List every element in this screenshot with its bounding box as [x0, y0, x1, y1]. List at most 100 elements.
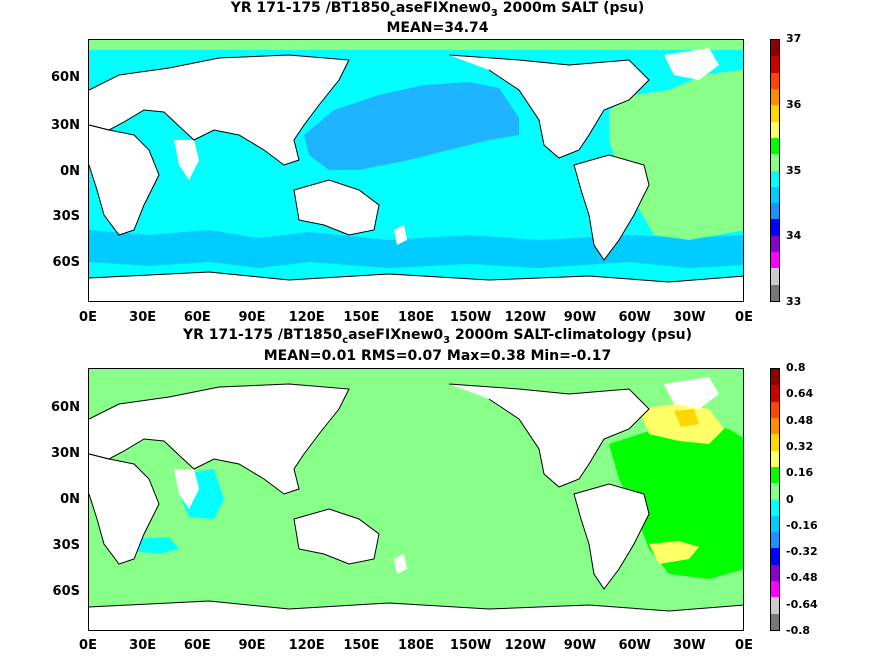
panel1-lat-30n: 30N [51, 118, 80, 133]
panel1-colorbar-swatch [771, 137, 779, 155]
panel2-colorbar-label: -0.64 [786, 597, 818, 611]
panel1-colorbar-swatch [771, 88, 779, 106]
p2-land-australia [294, 509, 379, 564]
panel2-lat-60s: 60S [52, 584, 80, 599]
p2-coastlines [89, 383, 743, 612]
panel1-colorbar-swatch [771, 40, 779, 57]
panel1-colorbar-swatch [771, 154, 779, 171]
panel2-lon-label: 150E [343, 638, 380, 653]
panel2-colorbar-label: -0.48 [786, 571, 818, 585]
panel1-lon-label: 180E [397, 310, 435, 325]
panel2-map-svg [89, 369, 743, 630]
panel1-colorbar-swatch [771, 219, 779, 236]
panel2-colorbar-label: -0.8 [786, 624, 811, 637]
panel1-map-svg [89, 40, 743, 301]
p2-land-nz [394, 554, 407, 574]
panel2-map [88, 368, 744, 631]
panel2-colorbar-label: 0 [786, 492, 794, 506]
panel1-lon-label: 120E [288, 310, 325, 325]
panel2-lon-label: 0E [79, 638, 97, 653]
p1-pacific-pool [304, 82, 519, 170]
panel2-colorbar-label: 0.16 [786, 466, 814, 480]
panel2-colorbar-swatch [771, 515, 779, 533]
p2-land-greenland [664, 377, 719, 409]
panel2-lat-30n: 30N [51, 446, 80, 461]
panel2-lon-label: 60E [183, 638, 211, 653]
panel1-title-line2: MEAN=34.74 [386, 20, 489, 36]
panel2-colorbar-swatch [771, 597, 779, 614]
panel1-lon-label: 90E [238, 310, 266, 325]
panel1-lon-label: 30E [129, 310, 157, 325]
p2-atlantic-gold [674, 409, 699, 427]
p1-land-india [174, 140, 199, 180]
panel2-lon-label: 30E [129, 638, 157, 653]
panel1-colorbar-label: 35 [786, 163, 802, 177]
panel2-lon-label: 150W [449, 638, 492, 653]
panel1-colorbar-swatch [771, 170, 779, 187]
panel2-colorbar-swatch [771, 613, 779, 630]
panel1-lon-label: 60W [618, 310, 651, 325]
p1-land-antarctica [89, 272, 743, 301]
panel2-colorbar-label: 0.8 [786, 361, 806, 374]
panel2-lon-label: 0E [735, 638, 753, 653]
panel2-colorbar-swatch [771, 434, 779, 451]
panel1-lon-label: 30W [673, 310, 706, 325]
panel2-colorbar-swatch [771, 369, 779, 386]
p1-land-nz [394, 225, 407, 245]
panel1-colorbar-swatch [771, 252, 779, 269]
panel1-lat-0n: 0N [60, 164, 80, 179]
panel2-colorbar-swatch [771, 401, 779, 418]
panel2-lon-label: 60W [618, 638, 651, 653]
panel2-lon-label: 90W [563, 638, 597, 653]
panel1-colorbar [770, 39, 780, 302]
panel2-lon-label: 30W [673, 638, 706, 653]
panel2-colorbar-swatch [771, 499, 779, 516]
panel1-lon-label: 0E [735, 310, 753, 325]
p1-land-greenland [664, 48, 719, 80]
panel1-colorbar-label: 36 [786, 97, 802, 111]
panel1-colorbar-swatch [771, 105, 779, 122]
panel1-lon-label: 150W [449, 310, 492, 325]
panel1-colorbar-swatch [771, 268, 779, 285]
panel1-colorbar-swatch [771, 72, 779, 89]
p2-land-africa [89, 454, 159, 564]
panel2-title-line2: MEAN=0.01 RMS=0.07 Max=0.38 Min=-0.17 [263, 348, 612, 364]
panel2-lon-label: 120E [288, 638, 325, 653]
panel1-colorbar-label: 33 [786, 295, 802, 308]
panel2-colorbar-label: 0.48 [786, 413, 814, 427]
panel2-title-line1: YR 171-175 /BT1850caseFIXnew03 2000m SAL… [182, 327, 693, 346]
panel2-colorbar-label: 0.64 [786, 387, 814, 401]
panel2-colorbar-swatch [771, 532, 779, 549]
p2-land-samerica [574, 484, 649, 589]
p2-land-antarctica [89, 601, 743, 630]
panel1-colorbar-swatch [771, 56, 779, 73]
p1-land-samerica [574, 155, 649, 260]
panel2-colorbar-swatch [771, 581, 779, 598]
p1-land-namerica [449, 55, 649, 158]
panel1-title-line1: YR 171-175 /BT1850caseFIXnew03 2000m SAL… [230, 0, 645, 19]
panel1-lon-label: 120W [504, 310, 547, 325]
p1-coastlines [89, 54, 743, 283]
panel1-lon-label: 60E [183, 310, 211, 325]
p1-land-australia [294, 180, 379, 235]
p1-southern-band [89, 230, 743, 268]
panel2-lon-label: 180E [397, 638, 435, 653]
panel2-colorbar-swatch [771, 483, 779, 500]
panel1-map [88, 39, 744, 302]
panel2-colorbar-label: 0.32 [786, 439, 814, 453]
p2-land-india [174, 469, 199, 509]
panel1-colorbar-swatch [771, 121, 779, 138]
panel2-lat-60n: 60N [51, 400, 80, 415]
panel2-colorbar-label: -0.32 [786, 545, 818, 559]
panel1-lat-30s: 30S [52, 209, 80, 224]
p1-arctic [89, 40, 743, 50]
panel1-colorbar-swatch [771, 186, 779, 204]
panel2-lat-30s: 30S [52, 538, 80, 553]
panel1-lon-label: 150E [343, 310, 380, 325]
panel2-colorbar-label: -0.16 [786, 518, 818, 532]
panel2-colorbar-swatch [771, 466, 779, 484]
panel2-colorbar-swatch [771, 548, 779, 565]
panel1-lon-label: 0E [79, 310, 97, 325]
panel1-lat-60s: 60S [52, 255, 80, 270]
p2-land-namerica [449, 384, 649, 487]
